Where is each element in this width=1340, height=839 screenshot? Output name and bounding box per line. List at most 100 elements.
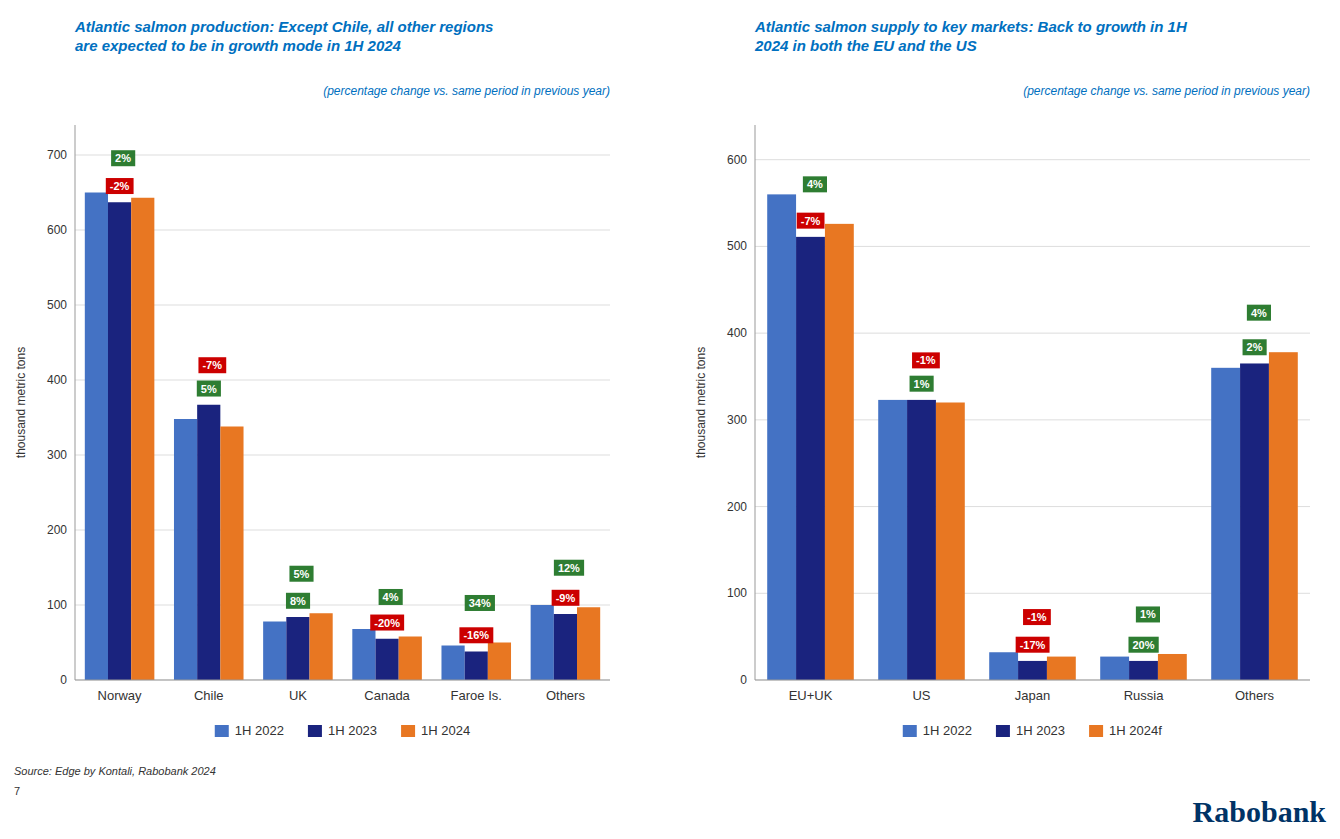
- annotations: -2%5%8%-20%-16%-9%2%-7%5%4%34%12%: [106, 150, 584, 643]
- bar: [310, 613, 333, 680]
- grid-line: [75, 680, 610, 681]
- x-tick-label: EU+UK: [789, 688, 833, 703]
- bar: [108, 202, 131, 680]
- title-line: 2024 in both the EU and the US: [754, 37, 977, 54]
- grid-line: [75, 305, 610, 306]
- annotation: 1%: [910, 376, 934, 392]
- bar: [174, 419, 197, 680]
- bar: [531, 605, 554, 680]
- annotation-label: 4%: [807, 178, 823, 190]
- annotation: -1%: [912, 352, 940, 368]
- grid-line: [75, 455, 610, 456]
- legend-swatch: [996, 725, 1010, 737]
- annotation-label: -20%: [374, 617, 400, 629]
- annotation-label: 34%: [469, 597, 491, 609]
- bar: [1240, 363, 1269, 680]
- legend-swatch: [1089, 725, 1103, 737]
- bar: [1158, 654, 1187, 680]
- x-axis-line: [755, 680, 1310, 681]
- y-tick-label: 700: [47, 148, 67, 162]
- bars: [767, 194, 1298, 680]
- annotation-box: [289, 566, 313, 582]
- legend-swatch: [903, 725, 917, 737]
- annotation-box: [111, 150, 135, 166]
- grid-line: [75, 380, 610, 381]
- annotation: -7%: [198, 357, 226, 373]
- chart-panel: Atlantic salmon production: Except Chile…: [14, 18, 610, 738]
- bar: [286, 617, 309, 680]
- annotation-box: [1128, 637, 1158, 653]
- annotation: -2%: [106, 178, 134, 194]
- x-tick-label: Others: [546, 688, 586, 703]
- annotation-label: 2%: [115, 152, 131, 164]
- legend-label: 1H 2023: [328, 723, 377, 738]
- annotation: -16%: [459, 627, 493, 643]
- figure: Atlantic salmon production: Except Chile…: [0, 0, 1340, 839]
- y-tick-label: 200: [47, 523, 67, 537]
- y-tick-label: 400: [727, 326, 747, 340]
- annotation-label: -2%: [110, 180, 130, 192]
- legend-label: 1H 2022: [235, 723, 284, 738]
- annotation: 12%: [554, 560, 584, 576]
- bar: [220, 427, 243, 681]
- annotation-label: -9%: [556, 592, 576, 604]
- y-axis-line: [75, 125, 76, 680]
- annotation-box: [910, 376, 934, 392]
- bar: [554, 614, 577, 680]
- annotation-box: [554, 560, 584, 576]
- annotation-label: -1%: [916, 354, 936, 366]
- legend-item: 1H 2024: [401, 723, 470, 738]
- annotation: -9%: [552, 590, 580, 606]
- legend-swatch: [215, 725, 229, 737]
- annotation-box: [286, 593, 310, 609]
- bar: [878, 400, 907, 680]
- y-tick-label: 0: [740, 673, 747, 687]
- bar: [936, 403, 965, 681]
- annotation-box: [803, 176, 827, 192]
- bar: [197, 405, 220, 680]
- legend-label: 1H 2023: [1016, 723, 1065, 738]
- annotation-label: -16%: [463, 629, 489, 641]
- annotation-box: [1016, 637, 1050, 653]
- grid-line: [75, 530, 610, 531]
- annotation: 1%: [1136, 606, 1160, 622]
- title-line: Atlantic salmon production: Except Chile…: [74, 18, 493, 35]
- annotation-box: [106, 178, 134, 194]
- x-tick-label: Russia: [1124, 688, 1165, 703]
- x-tick-label: US: [912, 688, 930, 703]
- bar: [1211, 368, 1240, 680]
- annotation-label: -1%: [1027, 611, 1047, 623]
- annotation-label: -7%: [801, 215, 821, 227]
- chart-panel: Atlantic salmon supply to key markets: B…: [694, 18, 1310, 738]
- source: Source: Edge by Kontali, Rabobank 2024: [14, 765, 216, 777]
- x-tick-label: Chile: [194, 688, 224, 703]
- y-tick-label: 100: [47, 598, 67, 612]
- x-axis-line: [75, 680, 610, 681]
- annotation-box: [912, 352, 940, 368]
- annotation: -7%: [797, 213, 825, 229]
- annotation: 5%: [197, 381, 221, 397]
- annotation-label: 1%: [1140, 608, 1156, 620]
- bar: [907, 400, 936, 680]
- bar: [399, 637, 422, 681]
- annotation-box: [1247, 305, 1271, 321]
- y-axis-line: [755, 125, 756, 680]
- annotation: 34%: [465, 595, 495, 611]
- annotation: 4%: [379, 589, 403, 605]
- annotation-box: [797, 213, 825, 229]
- legend-item: 1H 2023: [308, 723, 377, 738]
- annotation: 20%: [1128, 637, 1158, 653]
- annotation-box: [465, 595, 495, 611]
- annotation-label: 5%: [293, 568, 309, 580]
- subtitle: (percentage change vs. same period in pr…: [323, 84, 610, 98]
- legend-swatch: [308, 725, 322, 737]
- legend: 1H 2022 1H 2023 1H 2024: [215, 723, 470, 738]
- annotation-box: [1136, 606, 1160, 622]
- y-tick-label: 600: [47, 223, 67, 237]
- page-number: 7: [14, 785, 20, 797]
- bars: [85, 193, 600, 681]
- legend: 1H 20221H 20231H 2024f: [903, 723, 1162, 738]
- x-tick-label: Norway: [98, 688, 143, 703]
- bar: [1269, 352, 1298, 680]
- title: Atlantic salmon production: Except Chile…: [74, 18, 493, 54]
